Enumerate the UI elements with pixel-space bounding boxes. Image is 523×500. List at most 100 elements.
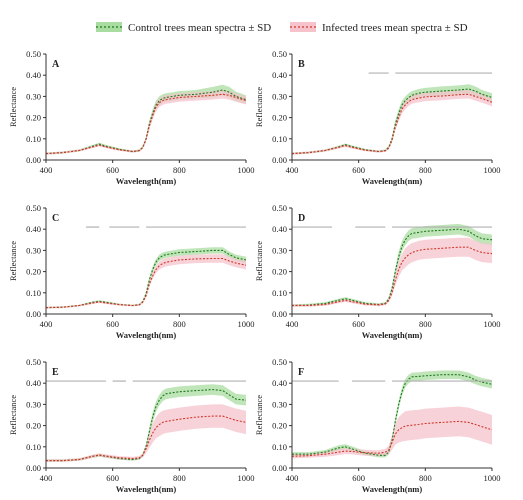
x-tick-label: 1000: [238, 473, 255, 483]
y-tick-label: 0.40: [272, 70, 287, 80]
x-tick-label: 400: [286, 165, 299, 175]
chart-panel-b: 0.00 0.10 0.20 0.30 0.40 0.50 400 600 800 1000 Wav…: [254, 49, 501, 186]
y-axis-label: Reflectance: [254, 241, 264, 281]
y-tick-label: 0.20: [272, 113, 287, 123]
x-axis-label: Wavelength(nm): [362, 330, 423, 340]
y-tick-label: 0.20: [272, 267, 287, 277]
y-axis-label: Reflectance: [254, 87, 264, 127]
infected-sd-band: [46, 90, 246, 155]
y-axis-label: Reflectance: [8, 395, 18, 435]
legend-infected-label: Infected trees mean spectra ± SD: [322, 22, 468, 34]
chart-panel-d: 0.00 0.10 0.20 0.30 0.40 0.50 400 600 800 1000 Wav…: [254, 203, 501, 340]
chart-panel-f: 0.00 0.10 0.20 0.30 0.40 0.50 400 600 800 1000 Wav…: [254, 357, 501, 494]
x-tick-label: 1000: [484, 473, 501, 483]
chart-panel-c: 0.00 0.10 0.20 0.30 0.40 0.50 400 600 800 1000 Wav…: [8, 203, 255, 340]
infected-mean-line: [291, 93, 493, 155]
y-tick-label: 0.40: [26, 378, 41, 388]
x-tick-label: 800: [419, 165, 432, 175]
y-tick-label: 0.00: [272, 155, 287, 165]
y-tick-label: 0.50: [272, 203, 287, 213]
x-tick-label: 600: [106, 165, 119, 175]
y-tick-label: 0.20: [26, 113, 41, 123]
x-tick-label: 400: [286, 319, 299, 329]
y-axis-label: Reflectance: [8, 241, 18, 281]
y-tick-label: 0.50: [26, 49, 41, 59]
y-tick-label: 0.50: [26, 357, 41, 367]
x-tick-label: 1000: [238, 319, 255, 329]
infected-mean-line: [45, 93, 247, 155]
x-axis-label: Wavelength(nm): [362, 176, 423, 186]
panel-label: A: [52, 59, 60, 70]
infected-sd-band: [292, 237, 492, 307]
y-tick-label: 0.30: [26, 245, 41, 255]
infected-sd-band: [292, 90, 492, 155]
infected-sd-band: [292, 406, 492, 459]
y-tick-label: 0.50: [26, 203, 41, 213]
panels: 0.00 0.10 0.20 0.30 0.40 0.50 400 600 800 1000 Wav…: [8, 49, 501, 494]
y-axis-label: Reflectance: [254, 395, 264, 435]
x-tick-label: 600: [352, 165, 365, 175]
y-tick-label: 0.30: [26, 399, 41, 409]
x-tick-label: 800: [173, 473, 186, 483]
y-tick-label: 0.00: [272, 309, 287, 319]
y-tick-label: 0.20: [26, 267, 41, 277]
y-tick-label: 0.10: [272, 134, 287, 144]
y-tick-label: 0.20: [26, 421, 41, 431]
x-axis-label: Wavelength(nm): [116, 330, 177, 340]
y-tick-label: 0.40: [26, 224, 41, 234]
infected-sd-band: [46, 254, 246, 309]
control-mean-line: [291, 88, 493, 155]
legend-control-label: Control trees mean spectra ± SD: [128, 22, 271, 34]
x-tick-label: 400: [286, 473, 299, 483]
y-tick-label: 0.10: [26, 442, 41, 452]
x-axis-label: Wavelength(nm): [362, 484, 423, 494]
control-mean-line: [46, 389, 247, 462]
y-axis-label: Reflectance: [8, 87, 18, 127]
x-tick-label: 600: [106, 319, 119, 329]
y-tick-label: 0.10: [272, 442, 287, 452]
x-tick-label: 400: [40, 319, 53, 329]
x-tick-label: 800: [173, 165, 186, 175]
y-tick-label: 0.00: [26, 463, 41, 473]
x-tick-label: 600: [352, 473, 365, 483]
infected-sd-band: [46, 404, 246, 462]
x-tick-label: 1000: [238, 165, 255, 175]
y-tick-label: 0.30: [26, 91, 41, 101]
panel-label: E: [52, 367, 59, 378]
panel-label: D: [298, 213, 305, 224]
y-tick-label: 0.50: [272, 49, 287, 59]
infected-mean-line: [291, 420, 493, 457]
y-tick-label: 0.30: [272, 399, 287, 409]
panel-label: C: [52, 213, 59, 224]
y-tick-label: 0.10: [26, 288, 41, 298]
control-mean-line: [45, 89, 247, 155]
panel-label: F: [298, 367, 304, 378]
y-tick-label: 0.50: [272, 357, 287, 367]
y-tick-label: 0.40: [26, 70, 41, 80]
y-tick-label: 0.00: [26, 155, 41, 165]
x-tick-label: 1000: [484, 319, 501, 329]
x-tick-label: 800: [419, 319, 432, 329]
x-tick-label: 600: [352, 319, 365, 329]
x-axis-label: Wavelength(nm): [116, 176, 177, 186]
control-mean-line: [292, 374, 493, 456]
x-tick-label: 400: [40, 165, 53, 175]
x-axis-label: Wavelength(nm): [116, 484, 177, 494]
panel-label: B: [298, 59, 305, 70]
legend: Control trees mean spectra ± SD Infected…: [96, 22, 468, 34]
y-tick-label: 0.10: [272, 288, 287, 298]
y-tick-label: 0.10: [26, 134, 41, 144]
x-tick-label: 800: [173, 319, 186, 329]
control-sd-band: [46, 247, 246, 309]
infected-mean-line: [46, 415, 247, 462]
y-tick-label: 0.40: [272, 224, 287, 234]
x-tick-label: 800: [419, 473, 432, 483]
y-tick-label: 0.20: [272, 421, 287, 431]
x-tick-label: 600: [106, 473, 119, 483]
y-tick-label: 0.00: [272, 463, 287, 473]
x-tick-label: 1000: [484, 165, 501, 175]
y-tick-label: 0.30: [272, 91, 287, 101]
y-tick-label: 0.40: [272, 378, 287, 388]
chart-panel-a: 0.00 0.10 0.20 0.30 0.40 0.50 400 600 800 1000 Wav…: [8, 49, 255, 186]
